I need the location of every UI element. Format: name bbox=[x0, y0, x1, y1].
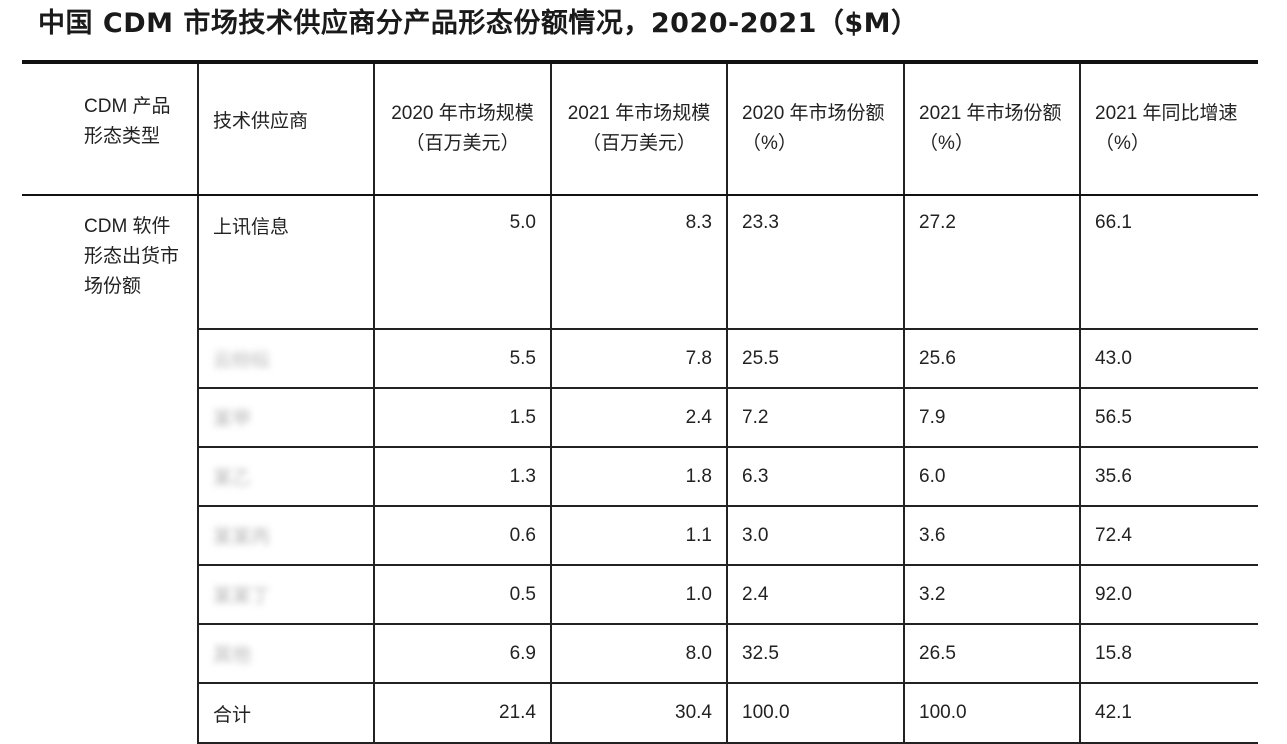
share-2020-cell: 2.4 bbox=[726, 564, 905, 625]
obscured-vendor-name: 其他 bbox=[213, 645, 252, 666]
table-row: CDM 软件形态出货市场份额 上讯信息 5.0 8.3 23.3 27.2 66… bbox=[22, 194, 1258, 743]
size-2020-cell: 0.5 bbox=[373, 564, 552, 625]
header-growth-2021: 2021 年同比增速（%） bbox=[1079, 60, 1258, 196]
growth-2021-cell: 56.5 bbox=[1079, 387, 1258, 448]
vendor-cell: 某乙 bbox=[197, 446, 375, 507]
obscured-vendor-name: 某乙 bbox=[213, 468, 252, 489]
size-2021-cell: 1.0 bbox=[550, 564, 728, 625]
share-2021-cell: 3.6 bbox=[903, 505, 1081, 566]
product-type-cell: CDM 软件形态出货市场份额 bbox=[22, 194, 199, 743]
share-2021-cell: 100.0 bbox=[903, 682, 1081, 744]
obscured-vendor-name: 云纷纭 bbox=[213, 350, 271, 371]
share-2020-cell: 25.5 bbox=[726, 328, 905, 389]
size-2021-cell: 7.8 bbox=[550, 328, 728, 389]
vendor-cell: 某某丁 bbox=[197, 564, 375, 625]
vendor-cell: 上讯信息 bbox=[197, 194, 375, 330]
table-row: 某某丙 0.6 1.1 3.0 3.6 72.4 bbox=[22, 505, 1258, 566]
growth-2021-cell: 15.8 bbox=[1079, 623, 1258, 684]
obscured-vendor-name: 某甲 bbox=[213, 409, 252, 430]
size-2021-cell: 1.1 bbox=[550, 505, 728, 566]
size-2021-cell: 8.0 bbox=[550, 623, 728, 684]
obscured-vendor-name: 某某丁 bbox=[213, 586, 271, 607]
size-2021-cell: 30.4 bbox=[550, 682, 728, 744]
table-row: 某乙 1.3 1.8 6.3 6.0 35.6 bbox=[22, 446, 1258, 507]
growth-2021-cell: 66.1 bbox=[1079, 194, 1258, 330]
share-2021-cell: 25.6 bbox=[903, 328, 1081, 389]
size-2021-cell: 1.8 bbox=[550, 446, 728, 507]
header-size-2020: 2020 年市场规模（百万美元） bbox=[373, 60, 552, 196]
total-row: 合计 21.4 30.4 100.0 100.0 42.1 bbox=[22, 682, 1258, 744]
share-2021-cell: 6.0 bbox=[903, 446, 1081, 507]
obscured-vendor-name: 某某丙 bbox=[213, 527, 271, 548]
vendor-cell: 云纷纭 bbox=[197, 328, 375, 389]
table-header-row: CDM 产品形态类型 技术供应商 2020 年市场规模（百万美元） 2021 年… bbox=[22, 60, 1258, 196]
size-2020-cell: 21.4 bbox=[373, 682, 552, 744]
size-2020-cell: 0.6 bbox=[373, 505, 552, 566]
table-row: 某某丁 0.5 1.0 2.4 3.2 92.0 bbox=[22, 564, 1258, 625]
share-2021-cell: 27.2 bbox=[903, 194, 1081, 330]
header-share-2020: 2020 年市场份额（%） bbox=[726, 60, 905, 196]
vendor-cell: 合计 bbox=[197, 682, 375, 744]
share-2020-cell: 3.0 bbox=[726, 505, 905, 566]
growth-2021-cell: 35.6 bbox=[1079, 446, 1258, 507]
share-2020-cell: 32.5 bbox=[726, 623, 905, 684]
growth-2021-cell: 43.0 bbox=[1079, 328, 1258, 389]
header-vendor: 技术供应商 bbox=[197, 60, 375, 196]
table-row: 某甲 1.5 2.4 7.2 7.9 56.5 bbox=[22, 387, 1258, 448]
growth-2021-cell: 92.0 bbox=[1079, 564, 1258, 625]
size-2021-cell: 8.3 bbox=[550, 194, 728, 330]
vendor-cell: 某某丙 bbox=[197, 505, 375, 566]
share-2020-cell: 100.0 bbox=[726, 682, 905, 744]
growth-2021-cell: 72.4 bbox=[1079, 505, 1258, 566]
size-2020-cell: 1.3 bbox=[373, 446, 552, 507]
size-2020-cell: 5.0 bbox=[373, 194, 552, 330]
size-2020-cell: 5.5 bbox=[373, 328, 552, 389]
vendor-cell: 其他 bbox=[197, 623, 375, 684]
share-2021-cell: 7.9 bbox=[903, 387, 1081, 448]
size-2021-cell: 2.4 bbox=[550, 387, 728, 448]
share-2020-cell: 23.3 bbox=[726, 194, 905, 330]
header-share-2021: 2021 年市场份额（%） bbox=[903, 60, 1081, 196]
share-2020-cell: 7.2 bbox=[726, 387, 905, 448]
share-2021-cell: 3.2 bbox=[903, 564, 1081, 625]
header-size-2021: 2021 年市场规模（百万美元） bbox=[550, 60, 728, 196]
table-row: 云纷纭 5.5 7.8 25.5 25.6 43.0 bbox=[22, 328, 1258, 389]
table-row: 其他 6.9 8.0 32.5 26.5 15.8 bbox=[22, 623, 1258, 684]
size-2020-cell: 6.9 bbox=[373, 623, 552, 684]
header-product-type: CDM 产品形态类型 bbox=[22, 60, 199, 196]
size-2020-cell: 1.5 bbox=[373, 387, 552, 448]
share-2021-cell: 26.5 bbox=[903, 623, 1081, 684]
vendor-cell: 某甲 bbox=[197, 387, 375, 448]
growth-2021-cell: 42.1 bbox=[1079, 682, 1258, 744]
page-title: 中国 CDM 市场技术供应商分产品形态份额情况，2020-2021（$M） bbox=[38, 8, 919, 39]
share-2020-cell: 6.3 bbox=[726, 446, 905, 507]
market-share-table: CDM 产品形态类型 技术供应商 2020 年市场规模（百万美元） 2021 年… bbox=[22, 60, 1258, 744]
